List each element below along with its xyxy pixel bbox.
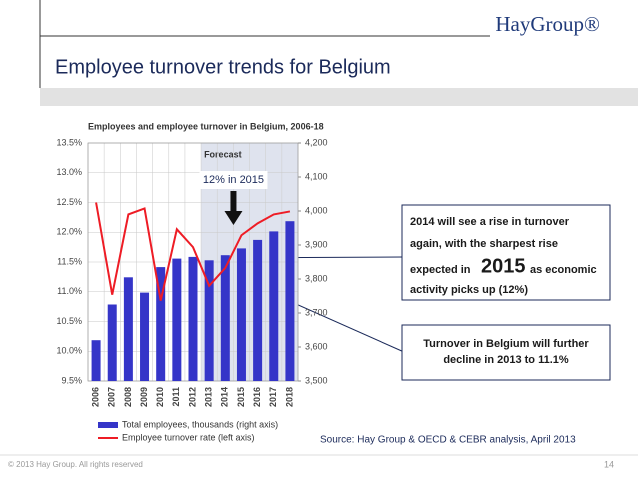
forecast-label: Forecast xyxy=(204,149,242,159)
x-tick-label: 2015 xyxy=(236,387,246,407)
bar xyxy=(236,248,246,381)
callout-box xyxy=(401,324,611,381)
y-tick-label: 12.0% xyxy=(56,227,82,237)
x-tick-label: 2014 xyxy=(220,387,230,407)
callout-text: expected in xyxy=(410,264,471,276)
y-tick-label: 10.0% xyxy=(56,346,82,356)
source: Source: Hay Group & OECD & CEBR analysis… xyxy=(320,435,576,446)
bar xyxy=(123,277,133,381)
chart-title: Employees and employee turnover in Belgi… xyxy=(88,121,324,131)
y-tick-label: 9.5% xyxy=(61,375,82,385)
bar xyxy=(204,260,214,381)
y2-tick-label: 3,600 xyxy=(305,341,328,351)
y2-tick-label: 3,800 xyxy=(305,273,328,283)
legend-label: Employee turnover rate (left axis) xyxy=(122,432,255,442)
x-tick-label: 2018 xyxy=(284,387,294,407)
callout-text: as economic xyxy=(530,264,597,276)
y2-tick-label: 3,500 xyxy=(305,375,328,385)
y-tick-label: 11.5% xyxy=(57,256,82,266)
line xyxy=(95,202,291,301)
x-tick-label: 2016 xyxy=(252,387,262,407)
annotation-arrow-shaft xyxy=(230,191,237,211)
annotation-text: 12% in 2015 xyxy=(203,174,264,186)
callout-text: 2014 will see a rise in turnover xyxy=(410,216,570,228)
y2-tick-label: 4,000 xyxy=(305,205,328,215)
y-tick-label: 10.5% xyxy=(56,316,82,326)
bar xyxy=(220,255,230,381)
y-tick-label: 11.0% xyxy=(57,286,82,296)
y-tick-label: 13.5% xyxy=(56,137,82,147)
bar xyxy=(107,304,117,381)
copyright: © 2013 Hay Group. All rights reserved xyxy=(8,460,143,469)
bar xyxy=(91,340,101,381)
bar xyxy=(285,221,295,381)
page-number: 14 xyxy=(604,459,614,469)
bar xyxy=(156,267,166,381)
annotation-box xyxy=(199,171,268,189)
y2-tick-label: 4,200 xyxy=(305,137,328,147)
callout-text: Turnover in Belgium will further xyxy=(423,338,589,350)
bar xyxy=(172,258,182,381)
x-tick-label: 2007 xyxy=(107,387,117,407)
y2-tick-label: 4,100 xyxy=(305,171,328,181)
x-tick-label: 2011 xyxy=(171,387,181,407)
y2-tick-label: 3,900 xyxy=(305,239,328,249)
x-tick-label: 2010 xyxy=(155,387,165,407)
y-tick-label: 13.0% xyxy=(56,167,82,177)
header-band xyxy=(40,88,638,106)
bar xyxy=(269,231,279,381)
bar xyxy=(253,239,263,381)
x-tick-label: 2013 xyxy=(204,387,214,407)
x-tick-label: 2008 xyxy=(123,387,133,407)
annotation-arrow-head xyxy=(224,211,243,225)
y2-tick-label: 3,700 xyxy=(305,307,328,317)
callout-box xyxy=(401,204,611,301)
legend-swatch xyxy=(98,422,118,428)
x-tick-label: 2017 xyxy=(268,387,278,407)
callout-text: decline in 2013 to 11.1% xyxy=(443,354,569,366)
callout-text: again, with the sharpest rise xyxy=(410,238,558,250)
x-tick-label: 2012 xyxy=(187,387,197,407)
logo: HayGroup® xyxy=(495,12,600,36)
y-tick-label: 12.5% xyxy=(56,197,82,207)
bar xyxy=(140,292,150,381)
callout-text: activity picks up (12%) xyxy=(410,284,528,296)
callout-highlight: 2015 xyxy=(481,255,526,277)
legend-label: Total employees, thousands (right axis) xyxy=(122,419,278,429)
slide-title: Employee turnover trends for Belgium xyxy=(55,56,391,78)
x-tick-label: 2009 xyxy=(139,387,149,407)
bar xyxy=(188,256,198,381)
x-tick-label: 2006 xyxy=(90,387,100,407)
